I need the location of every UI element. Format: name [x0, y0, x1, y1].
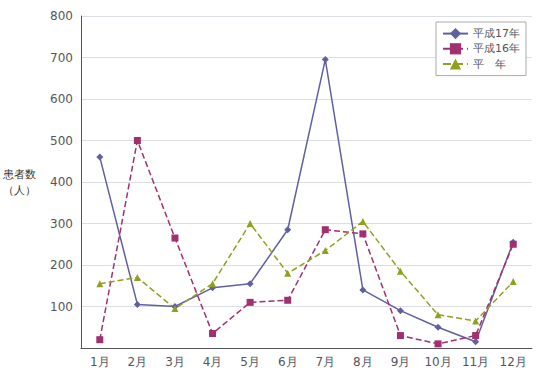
- svg-text:6月: 6月: [278, 355, 298, 369]
- svg-text:3月: 3月: [165, 355, 185, 369]
- svg-text:（人）: （人）: [3, 184, 36, 197]
- svg-text:7月: 7月: [315, 355, 335, 369]
- svg-text:11月: 11月: [462, 355, 489, 369]
- svg-text:800: 800: [50, 9, 73, 23]
- svg-text:12月: 12月: [500, 355, 527, 369]
- svg-text:平成16年: 平成16年: [473, 42, 520, 55]
- svg-text:5月: 5月: [240, 355, 260, 369]
- svg-text:10月: 10月: [424, 355, 451, 369]
- svg-text:700: 700: [50, 51, 73, 65]
- svg-text:300: 300: [50, 217, 73, 231]
- svg-text:平 年: 平 年: [473, 58, 506, 71]
- svg-text:8月: 8月: [353, 355, 373, 369]
- svg-text:100: 100: [50, 300, 73, 314]
- svg-text:600: 600: [50, 92, 73, 106]
- svg-text:9月: 9月: [391, 355, 411, 369]
- svg-text:患者数: 患者数: [2, 168, 36, 181]
- svg-text:200: 200: [50, 258, 73, 272]
- svg-text:4月: 4月: [203, 355, 223, 369]
- svg-text:400: 400: [50, 175, 73, 189]
- svg-text:1月: 1月: [90, 355, 110, 369]
- svg-text:平成17年: 平成17年: [473, 27, 520, 40]
- svg-text:2月: 2月: [128, 355, 148, 369]
- svg-text:500: 500: [50, 134, 73, 148]
